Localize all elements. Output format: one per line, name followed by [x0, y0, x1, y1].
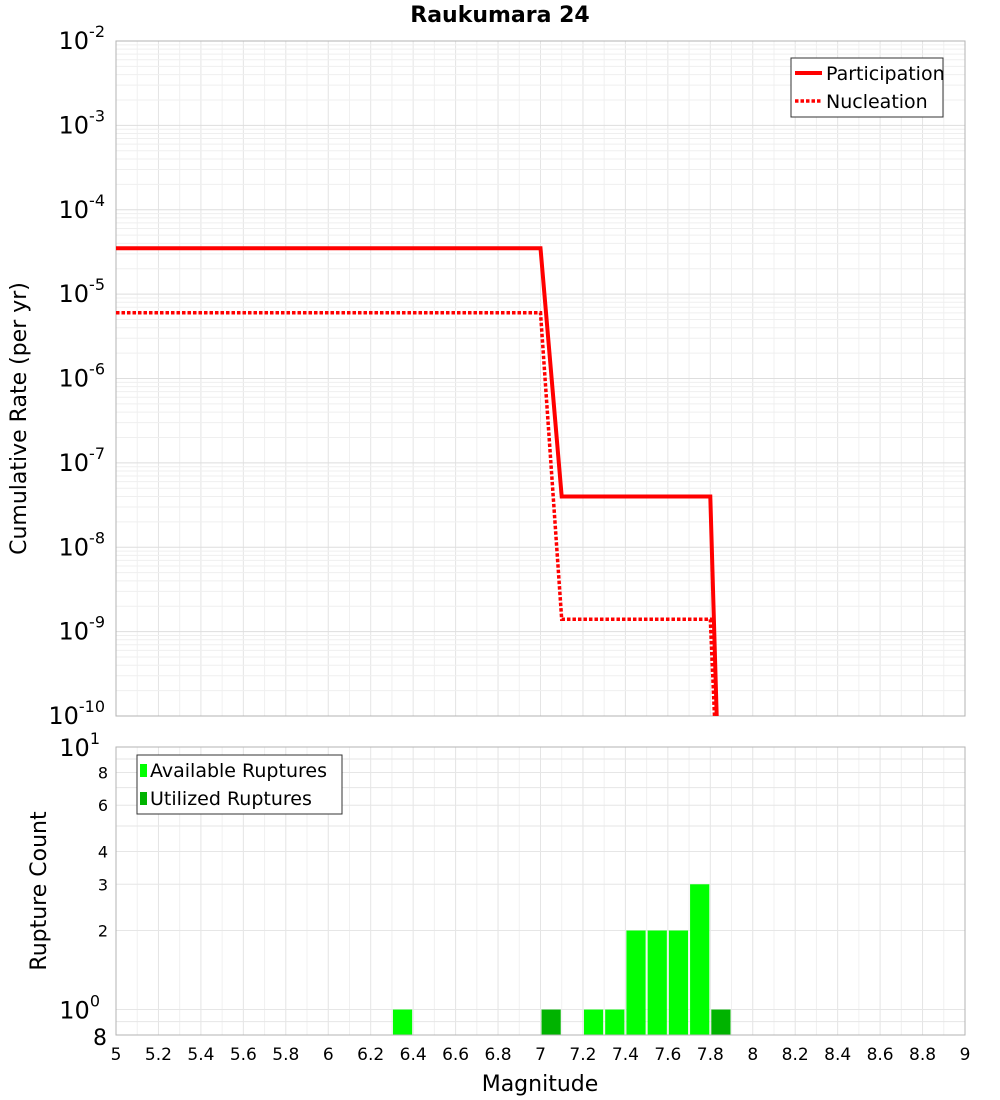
x-tick-label: 8.2: [782, 1045, 809, 1065]
x-tick-label: 6.6: [442, 1045, 469, 1065]
y-tick-label: 4: [98, 842, 108, 861]
y-tick-label: 10-8: [59, 528, 106, 561]
y-tick-label: 10-2: [59, 22, 106, 55]
legend-box: [136, 754, 343, 815]
legend: Participation Nucleation: [790, 57, 945, 118]
y-tick-label: 10-5: [59, 275, 106, 308]
y-tick-label: 10-10: [48, 697, 105, 730]
legend-swatch: [140, 792, 147, 805]
x-tick-label: 5: [111, 1045, 122, 1065]
series-line-participation: [116, 246, 719, 717]
x-tick-label: 6.4: [400, 1045, 427, 1065]
top-grid: [115, 41, 966, 717]
legend-label: Participation: [826, 63, 945, 85]
legend-swatch: [140, 764, 147, 777]
x-tick-label: 8.4: [824, 1045, 851, 1065]
x-tick-label: 5.6: [230, 1045, 257, 1065]
x-tick-label: 7.4: [612, 1045, 639, 1065]
bar-available: [668, 930, 689, 1035]
bar-available: [626, 930, 646, 1035]
bars: [392, 884, 731, 1035]
bar-available: [690, 884, 710, 1035]
y-tick-label: 8: [93, 1026, 107, 1051]
x-ticks: 5 5.2 5.4 5.6 5.8 6 6.2 6.4 6.6 6.8 7 7.2 7.4 7.6 7.8 8…: [111, 1045, 971, 1065]
y-tick-label: 10-6: [59, 360, 106, 393]
y-tick-label: 10-7: [59, 444, 106, 477]
series-line-nucleation: [116, 311, 717, 717]
top-plot-frame: [115, 40, 966, 717]
x-tick-label: 5.8: [272, 1045, 299, 1065]
y-tick-label: 3: [98, 875, 108, 894]
y-axis-label: Rupture Count: [27, 811, 52, 971]
bar-available: [605, 1009, 625, 1035]
bottom-grid: [115, 747, 966, 1035]
y-tick-label: 2: [98, 922, 108, 941]
bar-utilized: [541, 1009, 561, 1035]
y-tick-label: 100: [59, 992, 100, 1025]
bar-utilized: [711, 1009, 731, 1035]
y-tick-label: 10-4: [59, 191, 106, 224]
series-lines: [116, 246, 719, 717]
x-tick-label: 5.2: [145, 1045, 172, 1065]
bar-available: [647, 930, 667, 1035]
x-tick-label: 7: [535, 1045, 546, 1065]
legend-label: Available Ruptures: [150, 760, 327, 782]
x-tick-label: 7.2: [569, 1045, 596, 1065]
x-tick-label: 5.4: [187, 1045, 214, 1065]
x-tick-label: 8: [747, 1045, 758, 1065]
y-tick-label: 8: [98, 763, 108, 782]
x-tick-label: 7.6: [654, 1045, 681, 1065]
y-axis-label: Cumulative Rate (per yr): [7, 282, 32, 555]
x-tick-label: 6.2: [357, 1045, 384, 1065]
x-tick-label: 8.6: [867, 1045, 894, 1065]
y-tick-label: 10-3: [59, 106, 106, 139]
y-tick-label: 6: [98, 796, 108, 815]
y-tick-label: 101: [59, 729, 100, 762]
x-tick-label: 7.8: [697, 1045, 724, 1065]
y-tick-label: 10-9: [59, 613, 106, 646]
legend-label: Nucleation: [826, 91, 928, 113]
bottom-plot-frame: [115, 746, 966, 1036]
legend-box: [790, 57, 944, 118]
bar-available: [392, 1009, 413, 1035]
x-tick-label: 8.8: [909, 1045, 936, 1065]
top-y-ticks: 10-2 10-3 10-4 10-5 10-6 10-7 10-8 10-9 10-10: [48, 22, 105, 730]
x-axis-label: Magnitude: [482, 1072, 599, 1097]
x-tick-label: 9: [960, 1045, 971, 1065]
legend-label: Utilized Ruptures: [150, 788, 312, 810]
chart-title: Raukumara 24: [410, 3, 589, 28]
legend: Available Ruptures Utilized Ruptures: [136, 754, 343, 815]
x-tick-label: 6.8: [485, 1045, 512, 1065]
x-tick-label: 6: [323, 1045, 334, 1065]
bar-available: [583, 1009, 604, 1035]
